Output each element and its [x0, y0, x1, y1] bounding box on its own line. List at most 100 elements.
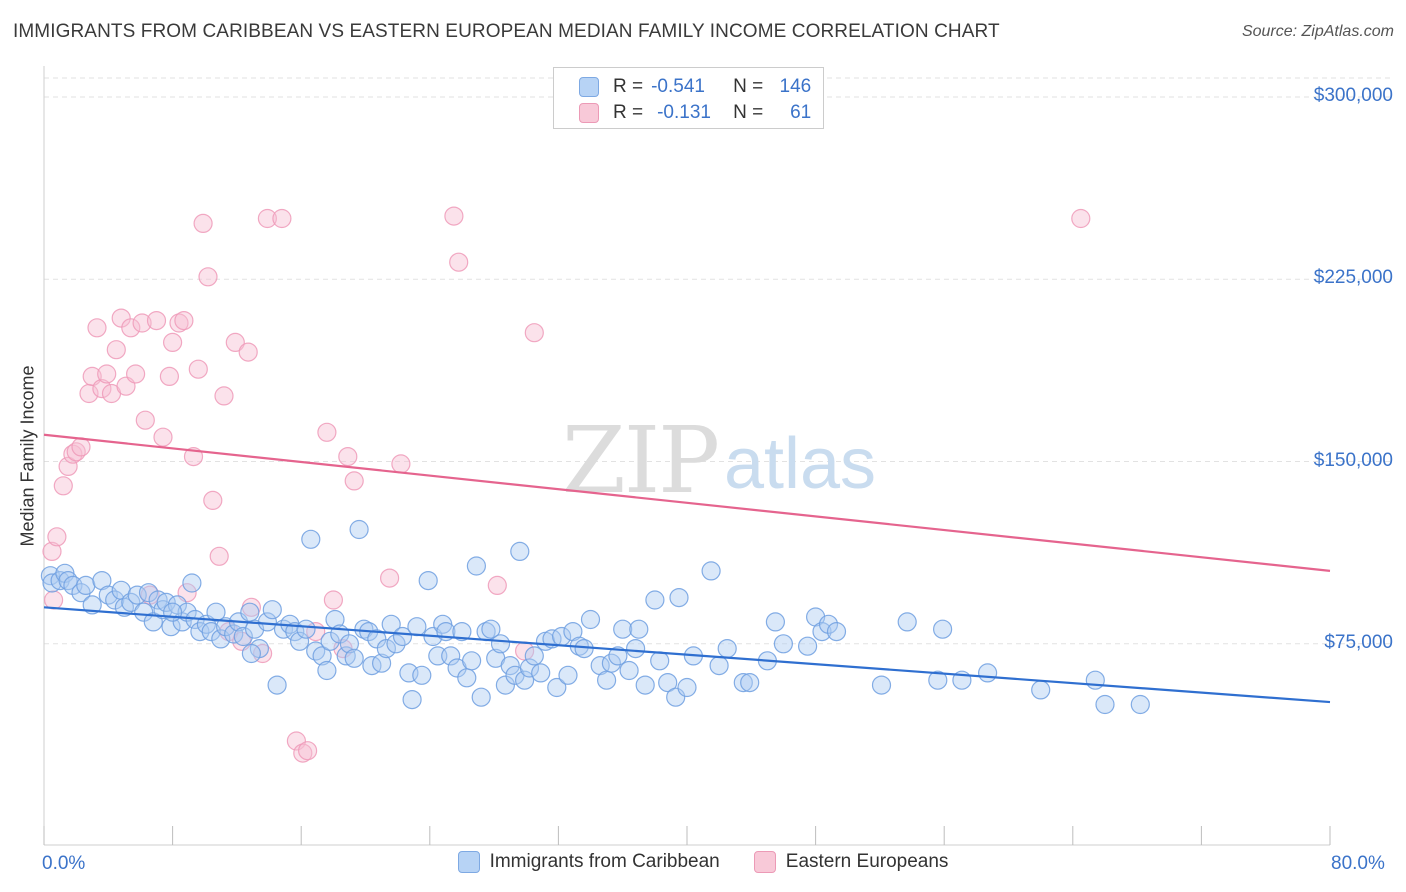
caribbean-point [336, 646, 356, 666]
caribbean-point [733, 672, 753, 693]
caribbean-point [1095, 694, 1115, 715]
caribbean-point [134, 602, 154, 622]
caribbean-point [367, 629, 387, 649]
source-note: Source: ZipAtlas.com [1241, 23, 1394, 40]
caribbean-point [619, 660, 639, 681]
eastern-europeans-point [97, 364, 117, 384]
caribbean-point [320, 631, 340, 651]
eastern-europeans-point [524, 323, 544, 343]
eastern-europeans-point [198, 267, 218, 287]
caribbean-point [257, 612, 277, 632]
caribbean-point [531, 663, 551, 683]
caribbean-point [105, 590, 125, 610]
caribbean-point [407, 617, 427, 637]
caribbean-point [296, 619, 316, 639]
caribbean-point [412, 665, 432, 685]
y-tick-label: $300,000 [1313, 85, 1393, 106]
eastern-europeans-point [121, 318, 141, 338]
caribbean-point [601, 653, 622, 673]
caribbean-point [267, 675, 287, 695]
caribbean-point [558, 665, 578, 685]
caribbean-point [897, 612, 917, 632]
caribbean-point [241, 643, 261, 664]
caribbean-point [392, 626, 413, 647]
caribbean-point [625, 638, 646, 659]
caribbean-point [826, 621, 847, 642]
eastern-europeans-point [58, 456, 78, 476]
axes [43, 66, 1331, 846]
r-label: R = [613, 76, 644, 97]
caribbean-point [932, 619, 953, 639]
eastern-europeans-point [146, 311, 167, 331]
eastern-europeans-point [188, 359, 208, 379]
caribbean-point [495, 675, 515, 695]
caribbean-point [121, 592, 141, 613]
caribbean-point [156, 592, 176, 613]
caribbean-point [812, 621, 832, 642]
eastern-europeans-point [153, 427, 173, 447]
r-value: -0.131 [657, 102, 711, 123]
chart-title: IMMIGRANTS FROM CARIBBEAN VS EASTERN EUR… [13, 21, 1000, 42]
eastern-europeans-point [1071, 208, 1091, 229]
eastern-europeans-point [203, 490, 223, 510]
caribbean-point [317, 660, 337, 681]
eastern-europeans-point [193, 213, 213, 233]
caribbean-point [650, 651, 670, 671]
eastern-europeans-point [238, 342, 258, 362]
caribbean-point [201, 621, 221, 642]
caribbean-point [471, 687, 491, 707]
caribbean-point [182, 573, 202, 593]
eastern-europeans-point [47, 527, 67, 547]
eastern-europeans-point [92, 379, 112, 399]
eastern-europeans-point [317, 422, 337, 442]
caribbean-point [717, 638, 737, 659]
caribbean-point [524, 646, 544, 666]
eastern-europeans-point [43, 590, 64, 610]
caribbean-point [233, 626, 253, 647]
eastern-europeans-point [87, 318, 107, 338]
caribbean-point [301, 529, 321, 549]
caribbean-point [818, 614, 839, 634]
caribbean-point [376, 638, 396, 659]
caribbean-point [658, 672, 678, 693]
caribbean-point [871, 675, 892, 695]
caribbean-point [669, 587, 689, 608]
caribbean-point [701, 561, 721, 581]
legend-label-eastern-europeans: Eastern Europeans [785, 851, 949, 872]
series-immigrants-from-caribbean [40, 519, 1150, 715]
eastern-europeans-point [174, 311, 194, 331]
legend-item-eastern-europeans: Eastern Europeans [753, 851, 949, 873]
watermark-zip: ZIP [562, 407, 718, 514]
caribbean-point [709, 655, 729, 676]
eastern-europeans-point [159, 366, 179, 386]
series-legend: Immigrants from Caribbean Eastern Europe… [0, 851, 1406, 873]
caribbean-point [510, 541, 530, 562]
eastern-europeans-point [169, 313, 189, 333]
caribbean-point [608, 646, 628, 666]
eastern-europeans-point [225, 332, 245, 352]
eastern-europeans-point [338, 447, 358, 467]
y-tick-label: $75,000 [1324, 631, 1393, 653]
caribbean-point [312, 646, 332, 666]
caribbean-point [773, 634, 794, 654]
caribbean-point [928, 670, 948, 690]
caribbean-point [240, 602, 260, 622]
caribbean-point [127, 585, 147, 605]
eastern-europeans-point [71, 437, 91, 457]
caribbean-point [514, 670, 535, 690]
caribbean-point [372, 653, 392, 673]
caribbean-point [740, 672, 760, 693]
eastern-europeans-point [380, 568, 400, 588]
eastern-europeans-swatch [753, 851, 776, 873]
caribbean-point [262, 600, 282, 620]
caribbean-point [1031, 680, 1051, 700]
caribbean-point [441, 646, 461, 666]
caribbean-point [344, 648, 364, 668]
n-label: N = [733, 102, 764, 123]
x-min-label: 0.0% [42, 853, 86, 874]
eastern-europeans-point [344, 471, 364, 491]
caribbean-point [418, 570, 438, 591]
eastern-europeans-point [449, 252, 469, 272]
caribbean-point [452, 621, 472, 642]
n-value: 146 [779, 76, 812, 97]
